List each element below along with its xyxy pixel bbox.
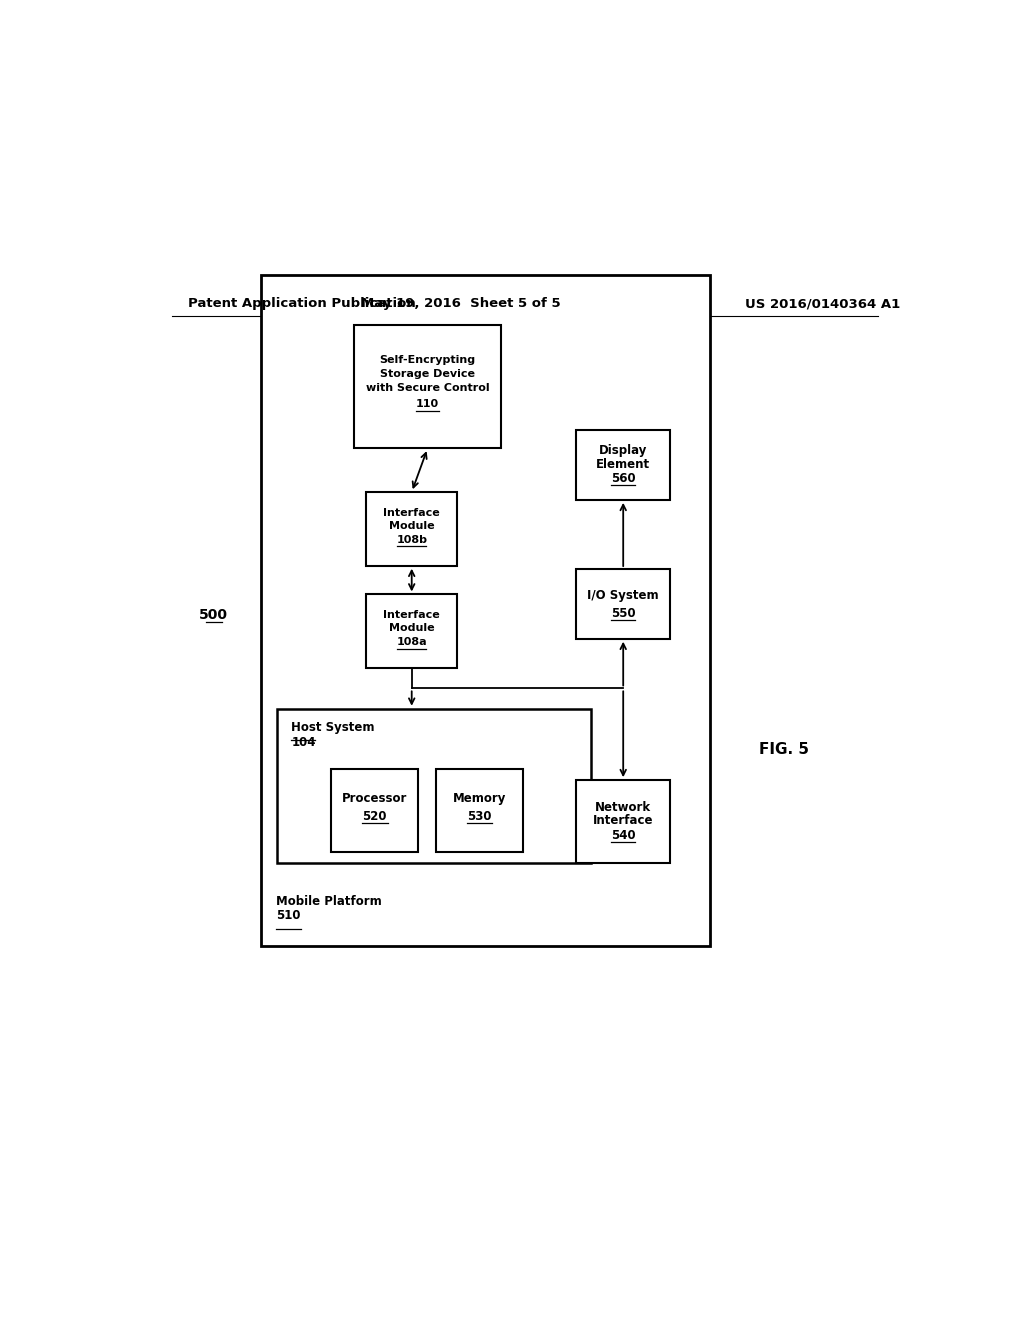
Text: Mobile Platform: Mobile Platform — [275, 895, 381, 908]
Text: Module: Module — [389, 623, 434, 634]
Text: Self-Encrypting: Self-Encrypting — [380, 355, 475, 364]
Text: Interface: Interface — [383, 508, 440, 517]
Text: Host System: Host System — [292, 721, 375, 734]
Text: 500: 500 — [200, 609, 228, 622]
Text: 108b: 108b — [396, 535, 427, 545]
Bar — [577, 569, 670, 639]
Bar — [367, 594, 458, 668]
Text: 550: 550 — [611, 607, 636, 620]
Text: 520: 520 — [362, 810, 387, 824]
Bar — [367, 492, 458, 566]
Text: 104: 104 — [292, 735, 316, 748]
Text: Interface: Interface — [593, 814, 653, 828]
Text: Network: Network — [595, 801, 651, 814]
Text: Display: Display — [599, 445, 647, 457]
Text: with Secure Control: with Secure Control — [366, 383, 489, 393]
Text: Interface: Interface — [383, 610, 440, 620]
Text: FIG. 5: FIG. 5 — [759, 742, 809, 758]
Bar — [354, 325, 501, 449]
Bar — [331, 770, 419, 853]
Bar — [577, 780, 670, 863]
Text: 540: 540 — [611, 829, 636, 842]
Text: Patent Application Publication: Patent Application Publication — [187, 297, 416, 310]
Bar — [436, 770, 523, 853]
Text: Memory: Memory — [453, 792, 506, 805]
Text: US 2016/0140364 A1: US 2016/0140364 A1 — [744, 297, 900, 310]
Bar — [278, 709, 591, 863]
Text: 560: 560 — [611, 473, 636, 484]
Text: Storage Device: Storage Device — [380, 370, 475, 379]
Text: Processor: Processor — [342, 792, 408, 805]
Text: 108a: 108a — [396, 638, 427, 647]
Text: 530: 530 — [467, 810, 492, 824]
Text: May 19, 2016  Sheet 5 of 5: May 19, 2016 Sheet 5 of 5 — [361, 297, 561, 310]
Text: Element: Element — [596, 458, 650, 471]
Bar — [577, 430, 670, 500]
Text: 510: 510 — [275, 909, 300, 923]
Text: I/O System: I/O System — [588, 590, 659, 602]
Text: 110: 110 — [416, 400, 439, 409]
Bar — [261, 276, 710, 946]
Text: Module: Module — [389, 520, 434, 531]
